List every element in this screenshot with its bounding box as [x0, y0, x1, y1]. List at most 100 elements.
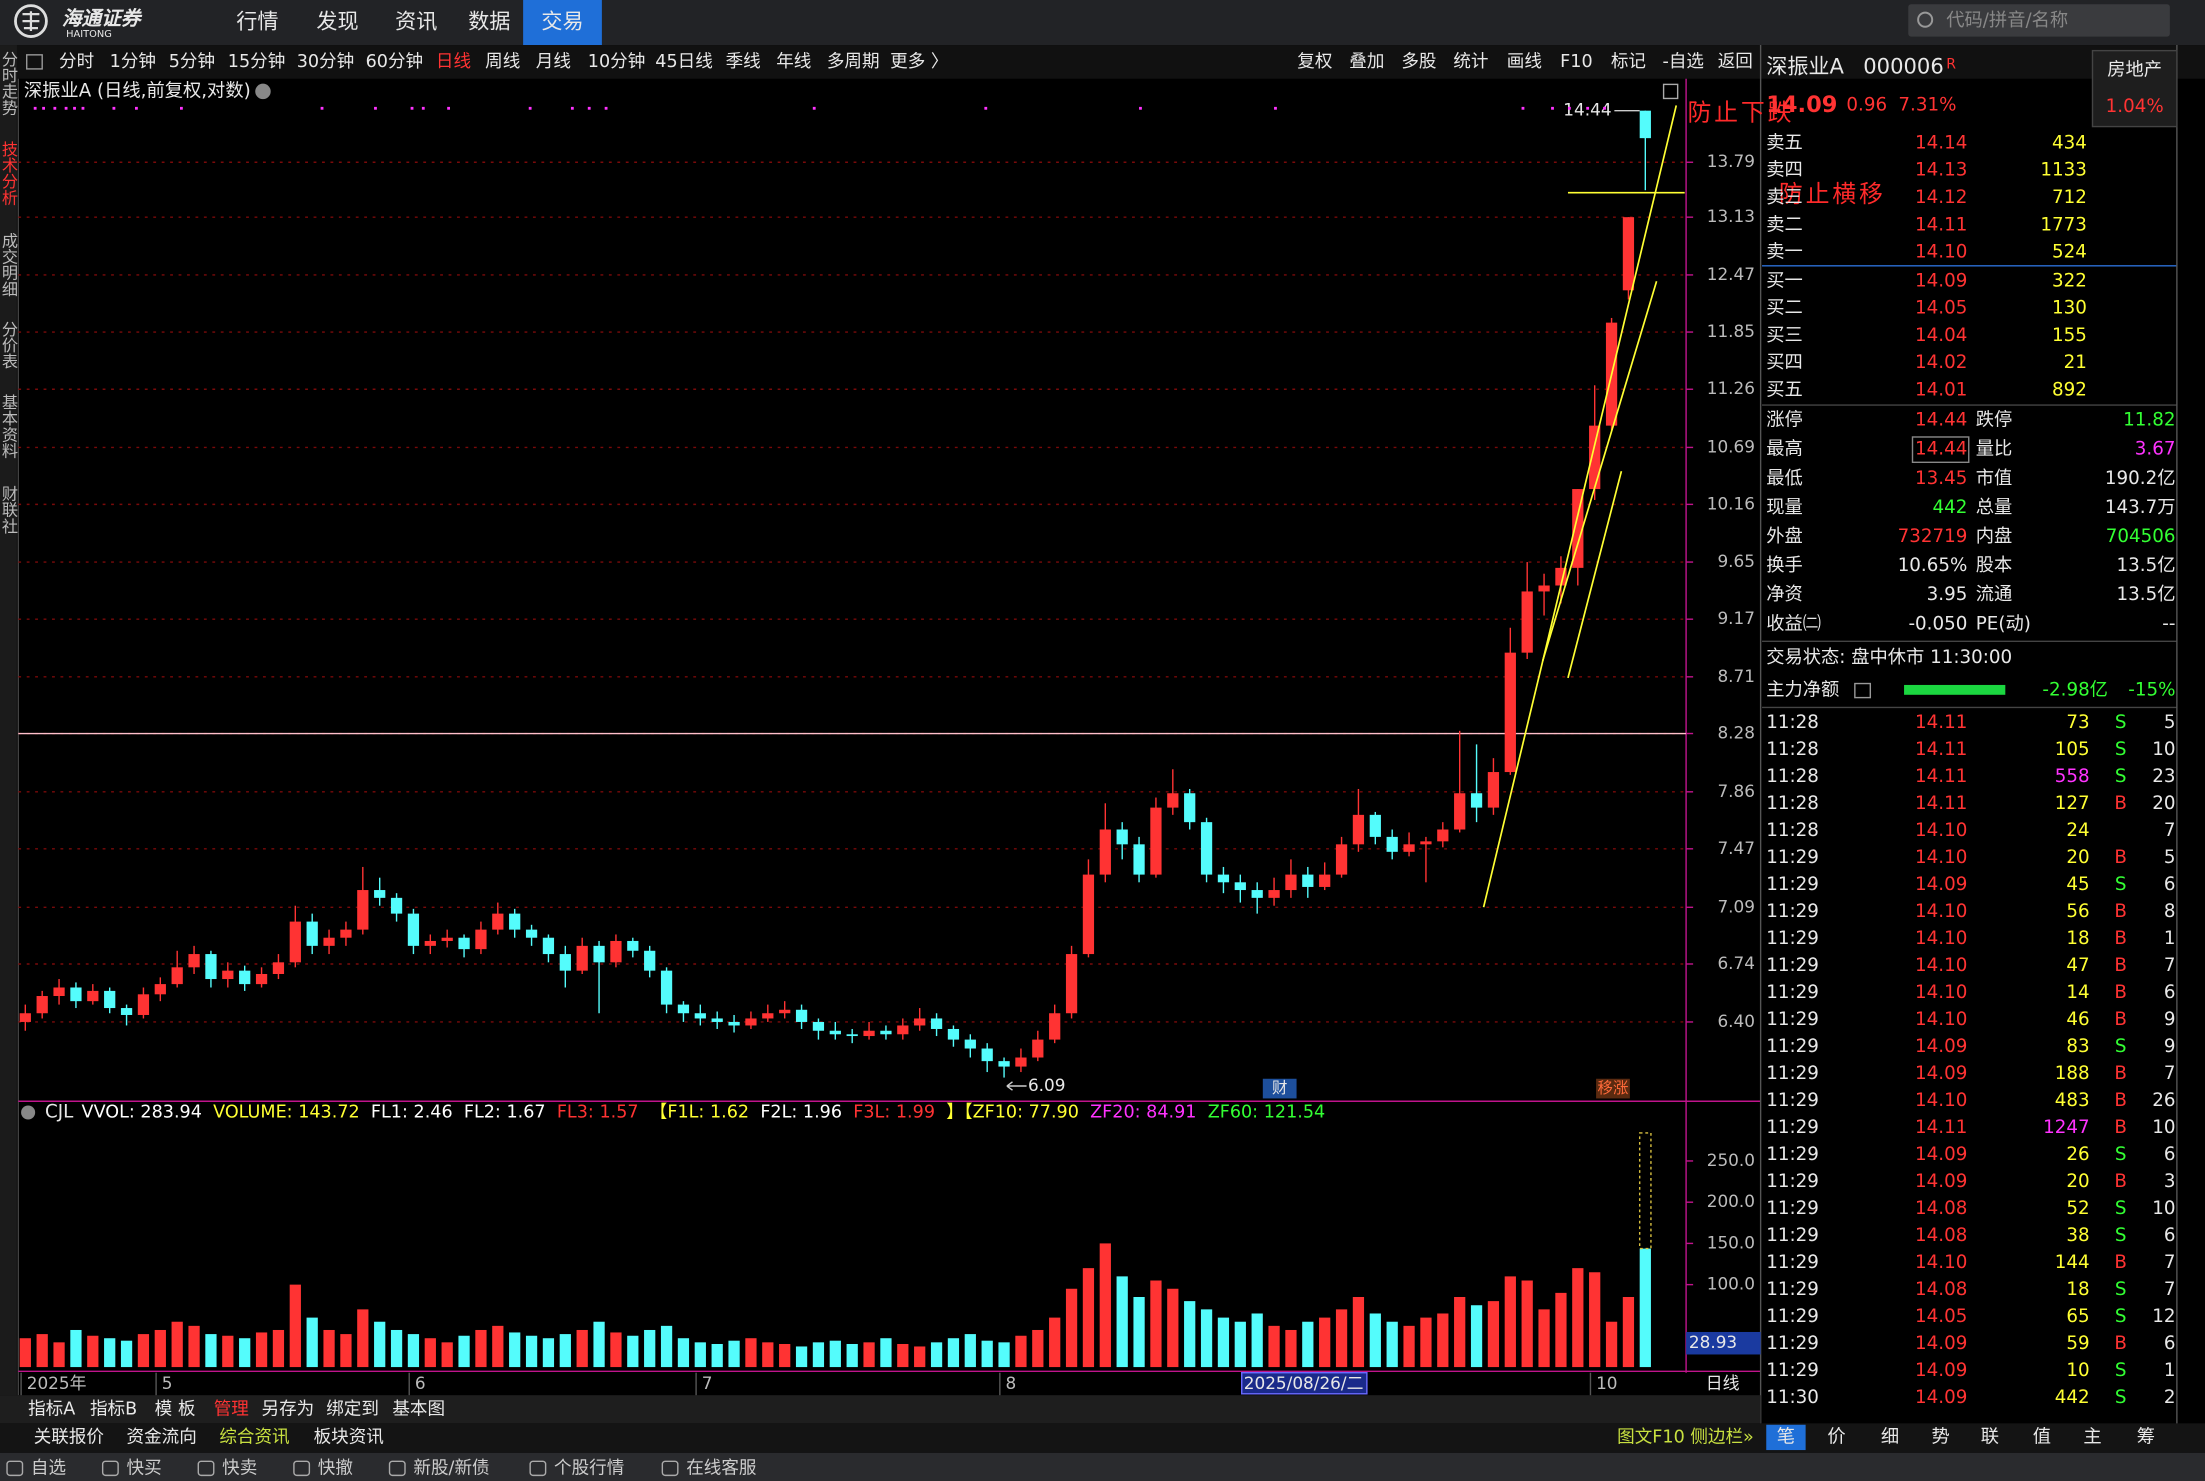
tool-item[interactable]: 统计 — [1453, 52, 1488, 72]
tool-item[interactable]: 画线 — [1507, 52, 1542, 72]
candle-body — [644, 950, 656, 971]
indicator-tab[interactable]: 指标B — [90, 1399, 137, 1419]
period-item[interactable]: 月线 — [536, 52, 571, 72]
volume-menu-icon[interactable] — [21, 1105, 36, 1120]
quote-tab[interactable]: 势 — [1931, 1426, 1949, 1447]
indicator-tab[interactable]: 模 板 — [155, 1399, 196, 1419]
candle-body — [981, 1048, 993, 1062]
tick-count: 10 — [2152, 1198, 2175, 1219]
quote-tab[interactable]: 值 — [2033, 1426, 2051, 1447]
quote-tab[interactable]: 联 — [1981, 1426, 1999, 1447]
volume-bar — [1403, 1325, 1415, 1368]
period-item[interactable]: 分时 — [59, 52, 94, 72]
period-item[interactable]: 日线 — [436, 52, 471, 72]
menu-item[interactable]: 发现 — [316, 9, 358, 34]
indicator-tab[interactable]: 基本图 — [392, 1399, 445, 1419]
period-item[interactable]: 多周期 — [827, 52, 880, 72]
change: 0.96 — [1846, 94, 1887, 115]
menu-item[interactable]: 交易 — [541, 9, 583, 34]
candle-body — [1437, 829, 1449, 842]
status-item[interactable]: 快买 — [127, 1458, 162, 1478]
volume-bar — [762, 1342, 774, 1368]
period-item[interactable]: 60分钟 — [366, 52, 423, 72]
side-tab[interactable]: 技术分析 — [0, 141, 18, 206]
tool-item[interactable]: 叠加 — [1349, 52, 1384, 72]
event-dot — [180, 106, 183, 110]
candle-body — [1319, 874, 1331, 887]
menu-item[interactable]: 数据 — [468, 9, 510, 34]
title-menu-icon[interactable] — [255, 83, 271, 100]
status-item[interactable]: 快卖 — [222, 1458, 257, 1478]
tick-volume: 10 — [2066, 1360, 2089, 1381]
period-item[interactable]: 10分钟 — [588, 52, 645, 72]
info-tab[interactable]: 关联报价 — [34, 1427, 105, 1447]
info-tab[interactable]: 综合资讯 — [219, 1427, 289, 1447]
side-tab[interactable]: 财联社 — [0, 485, 18, 534]
info-tab[interactable]: 板块资讯 — [314, 1427, 384, 1447]
stat-label: 现量 — [1766, 497, 1803, 518]
info-tab[interactable]: 资金流向 — [127, 1427, 197, 1447]
tool-item[interactable]: 标记 — [1611, 52, 1646, 72]
tick-time: 11:28 — [1766, 739, 1819, 760]
min-label: 6.09 — [1028, 1075, 1066, 1095]
tick-side: B — [2114, 1009, 2127, 1030]
status-item[interactable]: 在线客服 — [686, 1458, 757, 1478]
candle-body — [1504, 652, 1516, 773]
status-item[interactable]: 新股/新债 — [413, 1458, 489, 1478]
y-tick-label: 12.47 — [1707, 264, 1755, 284]
volume-bar — [660, 1325, 673, 1368]
side-link[interactable]: 图文F10 侧边栏» — [1617, 1427, 1754, 1447]
y-tick-label: 8.71 — [1717, 666, 1755, 686]
quote-tab[interactable]: 筹 — [2137, 1426, 2155, 1447]
quote-tab[interactable]: 笔 — [1777, 1426, 1795, 1447]
side-tab[interactable]: 基本资料 — [0, 394, 18, 459]
quote-tab[interactable]: 主 — [2083, 1426, 2101, 1447]
status-item[interactable]: 个股行情 — [554, 1458, 624, 1478]
period-item[interactable]: 45日线 — [655, 52, 712, 72]
tick-price: 14.09 — [1915, 874, 1967, 895]
indicator-tab[interactable]: 绑定到 — [326, 1399, 379, 1419]
tick-volume: 14 — [2066, 982, 2089, 1003]
status-item[interactable]: 快撤 — [318, 1458, 353, 1478]
period-item[interactable]: 15分钟 — [228, 52, 285, 72]
indicator-tab[interactable]: 指标A — [28, 1399, 75, 1419]
status-icon — [529, 1460, 547, 1477]
period-item[interactable]: 周线 — [485, 52, 520, 72]
quote-tab[interactable]: 价 — [1827, 1426, 1845, 1447]
sector-name[interactable]: 房地产 — [2107, 59, 2162, 80]
stat-value: 14.44 — [1915, 439, 1967, 460]
tick-time: 11:28 — [1766, 793, 1819, 814]
event-dot — [812, 106, 816, 110]
period-item[interactable]: 30分钟 — [297, 52, 354, 72]
tick-volume: 20 — [2066, 1171, 2089, 1192]
tool-item[interactable]: -自选 — [1663, 52, 1704, 72]
tick-price: 14.11 — [1915, 793, 1967, 814]
quote-tab[interactable]: 细 — [1881, 1426, 1899, 1447]
volume-bar — [677, 1338, 690, 1368]
indicator-tab[interactable]: 另存为 — [262, 1399, 315, 1419]
tool-item[interactable]: 多股 — [1401, 52, 1436, 72]
side-tab[interactable]: 分价表 — [0, 321, 18, 370]
period-item[interactable]: 5分钟 — [169, 52, 215, 72]
candle-body — [1133, 844, 1145, 875]
menu-item[interactable]: 资讯 — [395, 9, 437, 34]
side-tab[interactable]: 成交明细 — [0, 232, 18, 297]
side-tab[interactable]: 分时走势 — [0, 51, 18, 117]
search-box[interactable] — [1908, 4, 2170, 37]
tool-item[interactable]: F10 — [1560, 52, 1592, 72]
tool-item[interactable]: 复权 — [1297, 52, 1332, 72]
volume-bar — [1150, 1280, 1162, 1368]
period-item[interactable]: 季线 — [726, 52, 761, 72]
volume-bar — [1589, 1272, 1601, 1368]
menu-item[interactable]: 行情 — [236, 9, 278, 34]
period-item[interactable]: 更多 〉 — [890, 52, 948, 72]
volume-bar — [289, 1284, 301, 1368]
tick-price: 14.08 — [1915, 1198, 1967, 1219]
event-dot — [1603, 106, 1606, 110]
period-item[interactable]: 年线 — [776, 52, 811, 72]
period-item[interactable]: 1分钟 — [110, 52, 156, 72]
tool-item[interactable]: 返回 — [1718, 52, 1753, 72]
indicator-tab[interactable]: 管理 — [214, 1399, 249, 1419]
logo-text: 海通证券 — [62, 7, 143, 30]
status-item[interactable]: 自选 — [31, 1458, 66, 1478]
